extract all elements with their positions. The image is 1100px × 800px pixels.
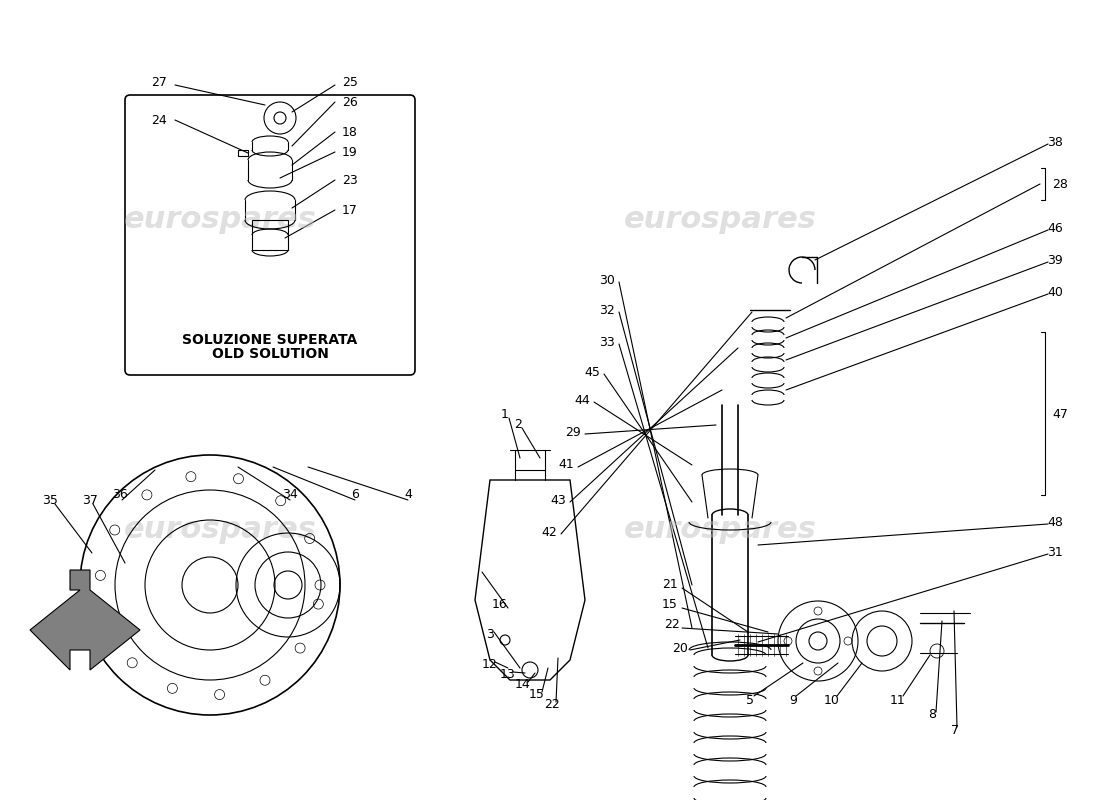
Text: 29: 29 bbox=[565, 426, 581, 438]
Text: 35: 35 bbox=[42, 494, 58, 506]
Text: 6: 6 bbox=[351, 489, 359, 502]
Text: 44: 44 bbox=[574, 394, 590, 406]
Text: 39: 39 bbox=[1047, 254, 1063, 266]
Text: 33: 33 bbox=[600, 335, 615, 349]
Text: 47: 47 bbox=[1052, 407, 1068, 421]
Text: 36: 36 bbox=[112, 489, 128, 502]
Text: 10: 10 bbox=[824, 694, 840, 706]
Text: 40: 40 bbox=[1047, 286, 1063, 298]
Polygon shape bbox=[30, 570, 140, 670]
Text: 28: 28 bbox=[1052, 178, 1068, 190]
Bar bbox=[238, 150, 248, 156]
Text: 8: 8 bbox=[928, 709, 936, 722]
Text: 45: 45 bbox=[584, 366, 600, 378]
Text: 12: 12 bbox=[482, 658, 498, 671]
Text: 42: 42 bbox=[541, 526, 557, 538]
Text: 9: 9 bbox=[789, 694, 796, 706]
Text: 46: 46 bbox=[1047, 222, 1063, 234]
Text: 5: 5 bbox=[746, 694, 754, 706]
Text: 21: 21 bbox=[662, 578, 678, 591]
Text: 18: 18 bbox=[342, 126, 358, 138]
Text: 3: 3 bbox=[486, 629, 494, 642]
Text: eurospares: eurospares bbox=[123, 206, 317, 234]
Text: 11: 11 bbox=[890, 694, 906, 706]
Bar bbox=[252, 220, 288, 250]
Text: 41: 41 bbox=[558, 458, 574, 471]
Text: 17: 17 bbox=[342, 203, 358, 217]
FancyBboxPatch shape bbox=[125, 95, 415, 375]
Text: 20: 20 bbox=[672, 642, 688, 654]
Text: 26: 26 bbox=[342, 95, 358, 109]
Text: 16: 16 bbox=[492, 598, 508, 611]
Text: 37: 37 bbox=[82, 494, 98, 506]
Text: eurospares: eurospares bbox=[624, 515, 816, 545]
Text: 22: 22 bbox=[544, 698, 560, 711]
Text: 14: 14 bbox=[515, 678, 531, 691]
Text: 48: 48 bbox=[1047, 515, 1063, 529]
Text: 38: 38 bbox=[1047, 135, 1063, 149]
Text: 13: 13 bbox=[500, 669, 516, 682]
Text: 25: 25 bbox=[342, 75, 358, 89]
Text: 23: 23 bbox=[342, 174, 358, 186]
Text: 15: 15 bbox=[662, 598, 678, 611]
Text: 34: 34 bbox=[282, 489, 298, 502]
Text: 2: 2 bbox=[514, 418, 521, 431]
Text: 1: 1 bbox=[502, 409, 509, 422]
Text: SOLUZIONE SUPERATA: SOLUZIONE SUPERATA bbox=[183, 333, 358, 347]
Text: 7: 7 bbox=[952, 723, 959, 737]
Text: 22: 22 bbox=[664, 618, 680, 631]
Text: 31: 31 bbox=[1047, 546, 1063, 558]
Text: 19: 19 bbox=[342, 146, 358, 158]
Text: 24: 24 bbox=[152, 114, 167, 126]
Text: 4: 4 bbox=[404, 489, 411, 502]
Text: 15: 15 bbox=[529, 689, 544, 702]
Text: eurospares: eurospares bbox=[123, 515, 317, 545]
Text: 32: 32 bbox=[600, 303, 615, 317]
Text: 43: 43 bbox=[550, 494, 565, 506]
Text: 30: 30 bbox=[600, 274, 615, 286]
Text: 27: 27 bbox=[151, 75, 167, 89]
Text: OLD SOLUTION: OLD SOLUTION bbox=[211, 347, 329, 361]
Text: eurospares: eurospares bbox=[624, 206, 816, 234]
